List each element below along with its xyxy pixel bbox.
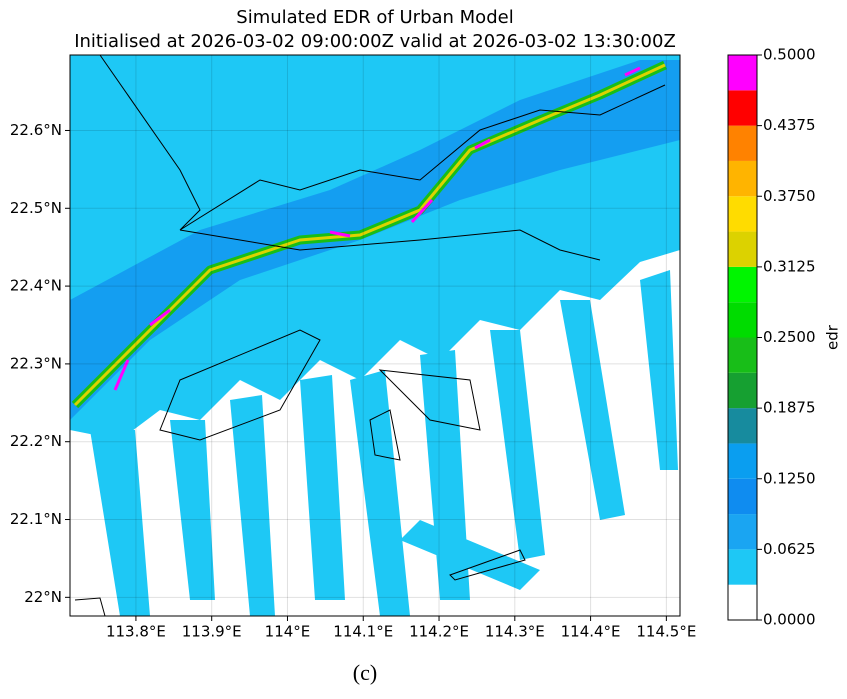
y-tick-label: 22°N [24, 588, 62, 606]
colorbar-band [728, 90, 757, 126]
caption: (c) [353, 660, 377, 685]
colorbar-tick-label: 0.3750 [763, 187, 816, 205]
y-tick-label: 22.6°N [10, 121, 62, 139]
colorbar-tick-label: 0.3125 [763, 257, 816, 275]
x-tick-label: 114°E [265, 623, 311, 641]
colorbar-band [728, 478, 757, 515]
colorbar-tick-label: 0.1250 [763, 469, 816, 487]
x-tick-label: 114.4°E [561, 623, 621, 641]
colorbar-tick-label: 0.4375 [763, 116, 816, 134]
colorbar-band [728, 549, 757, 585]
colorbar-band [728, 196, 757, 232]
colorbar-band [728, 443, 757, 479]
colorbar-label: edr [824, 324, 842, 350]
colorbar-band [728, 408, 757, 444]
colorbar-band [728, 302, 757, 338]
x-tick-label: 114.3°E [485, 623, 545, 641]
x-tick-label: 114.1°E [333, 623, 393, 641]
colorbar-tick-label: 0.0000 [763, 611, 816, 629]
colorbar-tick-label: 0.5000 [763, 46, 816, 64]
colorbar-band [728, 160, 757, 197]
colorbar-band [728, 125, 757, 161]
y-tick-label: 22.3°N [10, 354, 62, 372]
colorbar-band [728, 584, 757, 620]
colorbar-band [728, 514, 757, 550]
colorbar-band [728, 372, 757, 409]
chart-title: Simulated EDR of Urban Model [236, 7, 513, 28]
y-tick-label: 22.5°N [10, 199, 62, 217]
x-tick-label: 114.5°E [636, 623, 696, 641]
colorbar-band [728, 55, 757, 91]
x-tick-label: 113.8°E [106, 623, 166, 641]
y-tick-label: 22.1°N [10, 510, 62, 528]
colorbar-band [728, 337, 757, 373]
y-tick-label: 22.4°N [10, 277, 62, 295]
colorbar-tick-label: 0.0625 [763, 540, 816, 558]
chart-subtitle: Initialised at 2026-03-02 09:00:00Z vali… [74, 31, 676, 52]
y-tick-label: 22.2°N [10, 432, 62, 450]
plot-frame [69, 54, 681, 617]
colorbar-band [728, 231, 757, 267]
colorbar-tick-label: 0.2500 [763, 328, 816, 346]
x-tick-label: 113.9°E [182, 623, 242, 641]
x-tick-label: 114.2°E [409, 623, 469, 641]
colorbar-tick-label: 0.1875 [763, 399, 816, 417]
map-field [70, 54, 680, 617]
colorbar-band [728, 266, 757, 303]
